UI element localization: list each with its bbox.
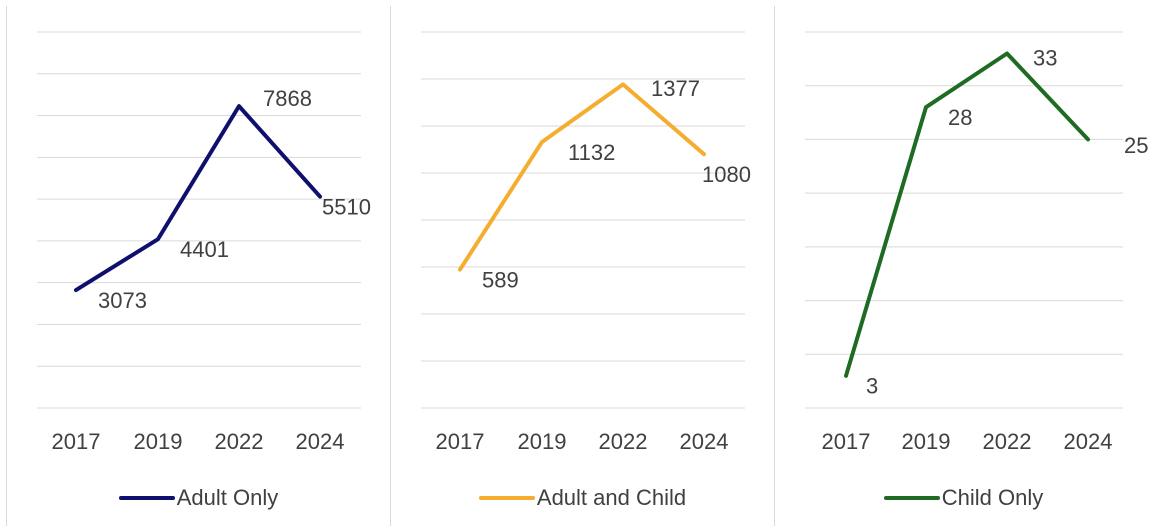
chart-panel-child-only: 3 28 33 25 2017 2019 2022 2024 Child Only bbox=[774, 6, 1152, 526]
chart-panel-adult-only: 3073 4401 7868 5510 2017 2019 2022 2024 Adult O… bbox=[6, 6, 390, 526]
data-label: 25 bbox=[1124, 133, 1148, 158]
legend-label: Adult and Child bbox=[536, 485, 687, 510]
legend: Adult and Child bbox=[391, 484, 774, 512]
x-tick-label: 2022 bbox=[599, 429, 648, 454]
data-label: 589 bbox=[482, 267, 519, 292]
legend-line-icon bbox=[883, 496, 940, 500]
x-tick-label: 2017 bbox=[436, 429, 485, 454]
legend: Child Only bbox=[775, 484, 1152, 512]
legend: Adult Only bbox=[7, 484, 390, 512]
legend-label: Child Only bbox=[941, 485, 1044, 510]
data-label: 1377 bbox=[651, 76, 700, 101]
series-line bbox=[74, 104, 322, 293]
series-line bbox=[458, 82, 706, 272]
data-label: 7868 bbox=[263, 86, 312, 111]
chart-svg: 589 1132 1377 1080 2017 2019 2022 2024 bbox=[421, 31, 751, 454]
chart-panel-adult-and-child: 589 1132 1377 1080 2017 2019 2022 2024 Adult an… bbox=[390, 6, 774, 526]
data-label: 4401 bbox=[180, 237, 229, 262]
data-label: 33 bbox=[1033, 45, 1057, 70]
x-tick-label: 2019 bbox=[134, 429, 183, 454]
x-tick-label: 2019 bbox=[518, 429, 567, 454]
legend-label: Adult Only bbox=[176, 485, 279, 510]
x-tick-label: 2019 bbox=[902, 429, 951, 454]
chart-svg: 3 28 33 25 2017 2019 2022 2024 bbox=[805, 31, 1148, 454]
x-tick-label: 2022 bbox=[215, 429, 264, 454]
x-tick-label: 2024 bbox=[1064, 429, 1113, 454]
x-tick-label: 2024 bbox=[296, 429, 345, 454]
x-tick-label: 2017 bbox=[822, 429, 871, 454]
data-label: 5510 bbox=[322, 194, 371, 219]
data-label: 28 bbox=[948, 105, 972, 130]
legend-line-icon bbox=[478, 496, 535, 500]
data-label: 3073 bbox=[98, 288, 147, 313]
legend-line-icon bbox=[118, 496, 175, 500]
data-label: 1080 bbox=[702, 162, 751, 187]
x-tick-label: 2024 bbox=[680, 429, 729, 454]
x-tick-label: 2022 bbox=[983, 429, 1032, 454]
series-line bbox=[844, 51, 1090, 378]
data-label: 3 bbox=[866, 374, 878, 399]
data-label: 1132 bbox=[568, 140, 615, 165]
chart-svg: 3073 4401 7868 5510 2017 2019 2022 2024 bbox=[37, 31, 371, 454]
x-tick-label: 2017 bbox=[52, 429, 101, 454]
